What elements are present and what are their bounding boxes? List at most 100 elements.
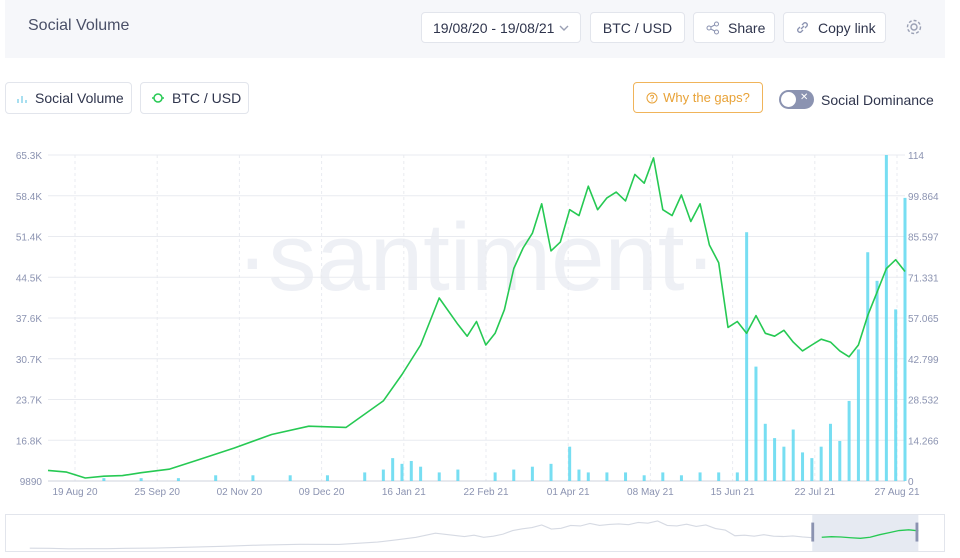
question-circle-icon [646,92,658,103]
volume-bar [894,309,898,481]
x-tick-label: 22 Feb 21 [463,487,508,498]
volume-bar [288,475,292,481]
volume-bar [875,280,879,481]
date-range-value: 19/08/20 - 19/08/21 [433,19,555,36]
volume-bar [810,458,814,481]
volume-bar [735,472,739,481]
volume-bar [176,478,180,481]
volume-bar [325,475,329,481]
navigator-selection[interactable] [812,515,919,551]
navigator-handle-left[interactable] [811,522,815,542]
copy-link-label: Copy link [818,19,876,36]
metric-chip-label: Social Volume [35,90,124,106]
gear-icon[interactable] [905,18,923,36]
volume-bar [400,463,404,481]
navigator-chart[interactable] [5,514,945,552]
share-icon [706,21,719,34]
volume-bar [661,472,665,481]
metric-chip-label: BTC / USD [172,90,242,106]
close-icon: ✕ [800,92,809,103]
volume-bar [903,197,907,481]
volume-bar [214,475,218,481]
navigator-handle-right[interactable] [915,522,919,542]
y-left-tick-label: 58.4K [16,192,42,203]
volume-bar [866,252,870,481]
volume-bar [409,460,413,481]
y-right-tick-label: 85.597 [908,233,939,244]
header-bar: Social Volume 19/08/20 - 19/08/21 BTC / … [5,0,945,58]
why-the-gaps-label: Why the gaps? [663,90,750,105]
volume-bar [828,423,832,481]
y-right-tick-label: 14.266 [908,436,939,447]
y-right-tick-label: 0 [908,477,914,488]
social-dominance-toggle[interactable]: ✕ [779,90,814,109]
y-right-tick-label: 57.065 [908,314,939,325]
volume-bar [419,466,423,481]
y-left-tick-label: 23.7K [16,396,42,407]
social-dominance-label: Social Dominance [821,92,934,108]
volume-bar [698,472,702,481]
volume-bar [391,458,395,481]
main-chart[interactable]: ·santiment· 65.3K 114 58.4K 99.864 51.4K 85.59… [0,140,960,505]
volume-bar [139,478,143,481]
volume-bar [251,475,255,481]
share-label: Share [728,19,766,36]
y-right-tick-label: 71.331 [908,273,939,284]
y-right-tick-label: 42.799 [908,355,939,366]
metric-chip-btc-usd[interactable]: BTC / USD [140,82,249,114]
link-icon [797,22,808,33]
navigator-line [29,520,919,550]
x-tick-label: 19 Aug 20 [52,487,97,498]
copy-link-button[interactable]: Copy link [783,12,886,43]
price-line [47,157,906,479]
volume-bar [549,463,553,481]
toggle-knob [781,92,796,107]
volume-bar [437,472,441,481]
bar-chart-icon [17,96,27,103]
volume-bar [773,438,777,481]
chevron-down-icon [559,25,569,31]
x-tick-label: 27 Aug 21 [874,487,919,498]
y-left-tick-label: 37.6K [16,314,42,325]
x-tick-label: 02 Nov 20 [217,487,263,498]
y-left-tick-label: 16.8K [16,436,42,447]
y-left-tick-label: 44.5K [16,273,42,284]
y-left-tick-label: 30.7K [16,355,42,366]
y-left-tick-label: 9890 [20,477,43,488]
volume-bar [624,472,628,481]
volume-bar [745,232,749,481]
volume-bar [605,472,609,481]
volume-bar [791,429,795,481]
x-tick-label: 09 Dec 20 [299,487,345,498]
x-tick-label: 16 Jan 21 [382,487,426,498]
volume-bar [856,349,860,481]
volume-bar [884,155,888,481]
volume-bar [642,475,646,481]
share-button[interactable]: Share [693,12,775,43]
volume-bar [363,472,367,481]
line-chart-icon [152,93,164,103]
volume-bar [512,469,516,481]
volume-bar [782,446,786,481]
volume-bar [381,469,385,481]
x-tick-label: 22 Jul 21 [795,487,836,498]
navigator-selected-line [821,529,919,539]
volume-bar [763,423,767,481]
why-the-gaps-button[interactable]: Why the gaps? [633,82,763,113]
date-range-picker[interactable]: 19/08/20 - 19/08/21 [421,12,581,43]
volume-bar [493,472,497,481]
pair-selector[interactable]: BTC / USD [590,12,685,43]
volume-bar [819,446,823,481]
x-tick-label: 15 Jun 21 [711,487,755,498]
volume-bar [577,469,581,481]
x-tick-label: 08 May 21 [627,487,674,498]
volume-bar [679,475,683,481]
volume-bar [456,469,460,481]
page-title: Social Volume [28,17,130,34]
volume-bar [568,446,572,481]
volume-bar [754,366,758,481]
y-left-tick-label: 51.4K [16,233,42,244]
volume-bar [102,478,106,481]
metric-chip-social-volume[interactable]: Social Volume [5,82,132,114]
watermark-text: ·santiment· [236,204,716,311]
